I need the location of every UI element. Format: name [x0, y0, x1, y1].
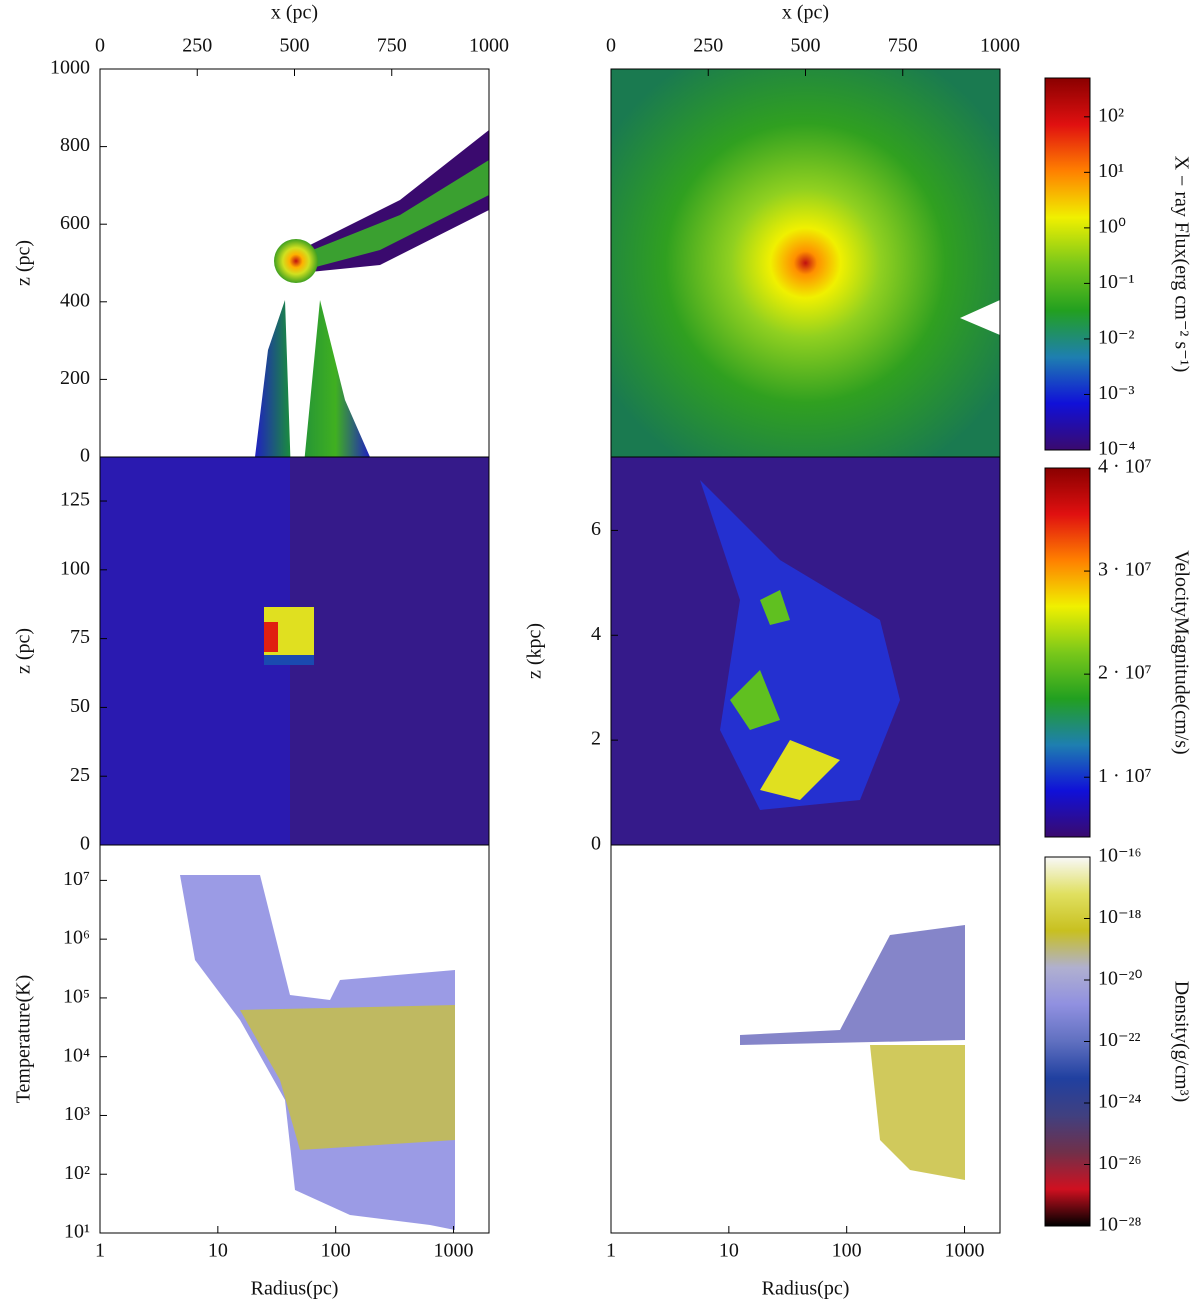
y-tick-label: 10¹ [64, 1221, 90, 1243]
colorbar-tick-label: 2 · 10⁷ [1098, 662, 1152, 684]
y-tick-label: 50 [70, 695, 90, 717]
y-axis-label: z (pc) [13, 628, 35, 674]
y-axis-label: z (kpc) [524, 623, 546, 679]
colorbar [1044, 856, 1091, 1227]
x-tick-label: 100 [321, 1240, 351, 1262]
y-tick-label: 400 [60, 289, 90, 311]
y-axis-label: z (pc) [13, 240, 35, 286]
x-axis-label: x (pc) [782, 2, 829, 24]
x-tick-label: 100 [832, 1240, 862, 1262]
colorbar-tick-label: 10¹ [1098, 160, 1124, 182]
y-tick-label: 100 [60, 557, 90, 579]
y-tick-label: 10⁷ [63, 868, 90, 890]
colorbar [1044, 467, 1091, 838]
colorbar-tick-label: 10⁻² [1098, 327, 1135, 349]
x-tick-label: 500 [791, 35, 821, 57]
colorbar-tick-label: 4 · 10⁷ [1098, 456, 1152, 478]
colorbar-tick-label: 3 · 10⁷ [1098, 559, 1152, 581]
y-tick-label: 125 [60, 489, 90, 511]
colorbar-tick-label: 10⁻¹⁸ [1098, 906, 1142, 928]
x-tick-label: 1 [95, 1240, 105, 1262]
colorbar-tick-label: 10⁻³ [1098, 382, 1135, 404]
y-tick-label: 10² [64, 1162, 90, 1184]
y-tick-label: 75 [70, 626, 90, 648]
x-tick-label: 750 [377, 35, 407, 57]
x-tick-label: 1 [606, 1240, 616, 1262]
colorbar-tick-label: 10⁻²⁰ [1098, 968, 1143, 990]
colorbar-label: VelocityMagnitude(cm/s) [1170, 550, 1192, 754]
colorbar-tick-label: 10⁻²⁴ [1098, 1091, 1142, 1113]
colorbar-tick-label: 10⁰ [1098, 215, 1126, 237]
colorbar-label: X − ray Flux(erg cm⁻² s⁻¹) [1170, 156, 1192, 373]
y-tick-label: 10³ [64, 1103, 90, 1125]
xray-map-right [611, 69, 1000, 457]
y-tick-label: 0 [591, 833, 601, 855]
colorbar-tick-label: 10⁻⁴ [1098, 438, 1136, 460]
y-tick-label: 10⁴ [63, 1044, 90, 1066]
y-tick-label: 6 [591, 518, 601, 540]
x-axis-label: Radius(pc) [251, 1278, 339, 1300]
y-tick-label: 0 [80, 833, 90, 855]
y-tick-label: 200 [60, 367, 90, 389]
x-tick-label: 250 [182, 35, 212, 57]
velocity-map-left [100, 457, 489, 845]
x-tick-label: 1000 [434, 1240, 474, 1262]
colorbar-tick-label: 10² [1098, 104, 1124, 126]
x-tick-label: 500 [280, 35, 310, 57]
velocity-map-right [611, 457, 1000, 845]
x-tick-label: 0 [95, 35, 105, 57]
colorbar-tick-label: 10⁻²⁸ [1098, 1214, 1142, 1236]
x-tick-label: 250 [693, 35, 723, 57]
colorbar-tick-label: 10⁻¹ [1098, 271, 1135, 293]
y-axis-label: Temperature(K) [13, 975, 35, 1104]
y-tick-label: 0 [80, 445, 90, 467]
panel-frame [99, 844, 490, 1234]
xray-map-left [255, 130, 489, 457]
phase-left [180, 875, 455, 1230]
y-tick-label: 10⁶ [63, 927, 90, 949]
phase-right [740, 925, 965, 1180]
x-axis-label: Radius(pc) [762, 1278, 850, 1300]
y-tick-label: 4 [591, 623, 601, 645]
y-tick-label: 600 [60, 212, 90, 234]
y-tick-label: 10⁵ [63, 986, 90, 1008]
x-axis-label: x (pc) [271, 2, 318, 24]
colorbar-tick-label: 1 · 10⁷ [1098, 765, 1152, 787]
y-tick-label: 2 [591, 728, 601, 750]
colorbar-tick-label: 10⁻¹⁶ [1098, 845, 1142, 867]
x-tick-label: 1000 [980, 35, 1020, 57]
y-tick-label: 800 [60, 134, 90, 156]
x-tick-label: 10 [208, 1240, 228, 1262]
x-tick-label: 750 [888, 35, 918, 57]
colorbar-tick-label: 10⁻²⁶ [1098, 1152, 1142, 1174]
y-tick-label: 1000 [50, 57, 90, 79]
x-tick-label: 1000 [469, 35, 509, 57]
x-tick-label: 10 [719, 1240, 739, 1262]
colorbar [1044, 77, 1091, 451]
panel-frame [610, 844, 1001, 1234]
x-tick-label: 1000 [945, 1240, 985, 1262]
x-tick-label: 0 [606, 35, 616, 57]
colorbar-label: Density(g/cm³) [1170, 981, 1192, 1103]
y-tick-label: 25 [70, 764, 90, 786]
colorbar-tick-label: 10⁻²² [1098, 1029, 1141, 1051]
